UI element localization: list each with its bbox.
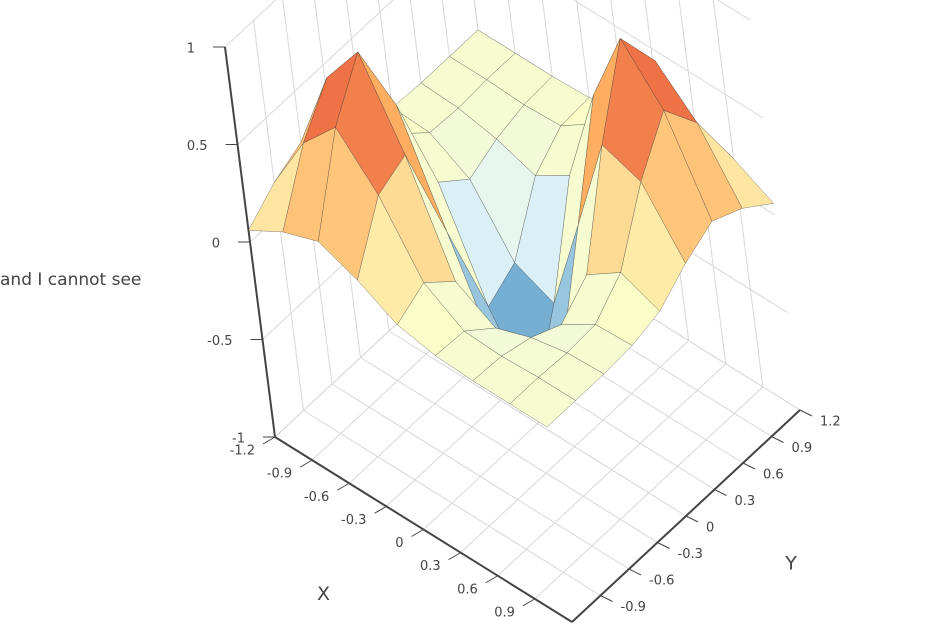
x-tick	[522, 598, 536, 607]
y-axis-title: Y	[784, 553, 797, 575]
x-tick-label: -0.6	[304, 490, 329, 505]
x-tick	[262, 436, 276, 445]
x-tick-label: -0.9	[267, 467, 292, 482]
z-tick-label: 1	[187, 42, 195, 57]
x-tick-label: 0.3	[420, 559, 441, 574]
x-tick	[448, 552, 461, 561]
grid-line	[224, 0, 277, 48]
y-tick	[657, 542, 670, 549]
x-tick-label: 0.6	[457, 582, 478, 597]
x-tick	[374, 505, 387, 514]
z-tick-label: 0.5	[187, 139, 208, 154]
y-tick-label: -0.3	[678, 547, 703, 562]
y-tick-label: 1.2	[820, 415, 841, 430]
y-tick	[685, 515, 699, 523]
y-tick	[628, 568, 642, 576]
y-tick	[742, 462, 756, 470]
x-tick	[411, 529, 424, 537]
x-tick-label: -1.2	[230, 444, 255, 459]
y-tick-label: 0	[706, 521, 714, 536]
x-tick	[299, 459, 313, 468]
y-tick	[799, 409, 813, 417]
grid-line	[572, 0, 763, 118]
y-tick-label: -0.6	[649, 574, 674, 589]
x-tick	[485, 575, 499, 584]
z-tick-label: -1	[232, 432, 245, 447]
x-tick-label: 0.9	[494, 605, 515, 620]
grid-line	[360, 357, 658, 543]
z-tick-label: -0.5	[207, 334, 232, 349]
y-tick	[714, 489, 727, 496]
x-tick-label: -0.3	[341, 513, 366, 528]
y-tick-label: -0.9	[621, 600, 646, 615]
z-tick-label: 0	[212, 237, 220, 252]
x-axis-title: X	[317, 583, 330, 605]
grid-line	[303, 410, 601, 596]
grid-line	[388, 330, 687, 517]
y-tick-label: 0.9	[792, 441, 813, 456]
side-text: and I cannot see	[0, 270, 142, 290]
surface-cell	[509, 377, 576, 428]
y-tick-label: 0.6	[763, 468, 784, 483]
y-tick	[771, 436, 784, 443]
y-tick	[600, 595, 613, 602]
x-tick-label: 0	[395, 536, 403, 551]
x-tick	[336, 482, 350, 491]
y-tick-label: 0.3	[735, 494, 756, 509]
surface	[248, 29, 774, 428]
grid-line	[237, 0, 394, 145]
grid-line	[331, 383, 630, 570]
